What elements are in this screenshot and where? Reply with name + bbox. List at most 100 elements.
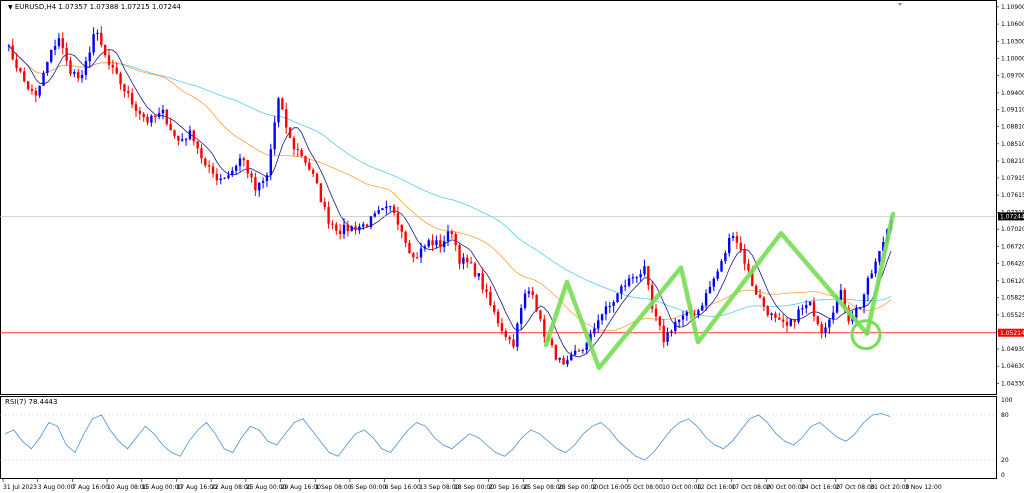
chart-shift-marker-icon[interactable] (898, 3, 902, 6)
candle-body (369, 216, 373, 227)
candle-body (292, 137, 296, 150)
time-tick-label: 31 Oct 20:00 (870, 484, 909, 491)
candle-body (762, 297, 766, 307)
rsi-pane-frame (0, 396, 997, 479)
candle-body (662, 325, 665, 342)
candle-body (527, 291, 531, 294)
candle-body (242, 158, 246, 161)
symbol-header: ▼ EURUSD,H4 1.07357 1.07388 1.07215 1.07… (8, 3, 181, 11)
candle-body (342, 224, 346, 235)
time-tick-label: 13 Sep 08:00 (419, 484, 459, 491)
rsi-line (4, 413, 891, 461)
candle-body (134, 104, 138, 111)
candle-body (523, 293, 527, 309)
candle-body (481, 273, 484, 290)
rsi-tick-label: 0 (1001, 472, 1005, 479)
candle-body (377, 210, 380, 214)
candle-body (504, 331, 507, 337)
candle-body (589, 333, 592, 344)
candle-body (419, 248, 423, 258)
candle-body (73, 72, 76, 74)
candle-body (816, 316, 820, 324)
candle-body (724, 253, 727, 262)
time-tick-label: 1 Sep 08:00 (315, 484, 351, 491)
candle-body (204, 158, 207, 166)
candle-body (400, 224, 403, 232)
time-tick-label: 8 Sep 16:00 (385, 484, 421, 491)
candle-body (812, 301, 816, 317)
candle-body (643, 266, 646, 275)
time-tick-label: 6 Sep 00:00 (350, 484, 386, 491)
candle-body (265, 175, 269, 182)
price-tick-label: 1.06720 (1001, 243, 1024, 250)
price-tick-label: 1.10600 (1001, 21, 1024, 28)
candle-body (404, 231, 407, 243)
candle-body (389, 206, 392, 208)
candle-body (624, 285, 627, 287)
rsi-tick-label: 100 (1001, 397, 1013, 404)
candle-body (350, 226, 353, 232)
candle-body (111, 64, 115, 68)
candle-body (219, 178, 222, 181)
candle-body (50, 49, 53, 62)
candle-body (458, 245, 461, 264)
candle-body (832, 312, 835, 320)
candle-body (454, 234, 457, 246)
candle-body (238, 158, 242, 166)
candle-body (754, 286, 758, 295)
candle-body (485, 289, 488, 292)
candle-body (581, 350, 585, 352)
candle-body (604, 306, 608, 315)
candle-body (535, 295, 538, 311)
candle-body (554, 345, 558, 360)
candle-body (828, 319, 831, 328)
candle-body (878, 251, 881, 262)
candle-body (701, 305, 704, 311)
candle-body (311, 169, 315, 174)
time-tick-label: 29 Aug 16:00 (281, 484, 322, 491)
candle-body (246, 160, 249, 174)
candle-body (215, 173, 219, 181)
candle-body (658, 316, 662, 326)
candle-body (539, 310, 542, 320)
candle-body (774, 313, 777, 318)
candle-body (801, 308, 804, 310)
candle-body (550, 339, 554, 346)
candle-body (597, 320, 600, 329)
candle-body (442, 241, 446, 248)
candle-body (496, 311, 500, 324)
candle-body (304, 155, 307, 163)
candle-body (288, 127, 292, 138)
candle-body (181, 139, 184, 141)
candle-body (362, 224, 365, 227)
candle-body (735, 236, 739, 243)
candle-body (261, 181, 265, 183)
candle-body (674, 322, 677, 332)
candle-body (231, 170, 234, 176)
symbol-dropdown-icon[interactable]: ▼ (8, 4, 13, 11)
time-tick-label: 10 Oct 00:00 (662, 484, 701, 491)
price-tick-label: 1.05525 (1001, 312, 1024, 319)
price-tick-label: 1.10000 (1001, 55, 1024, 62)
candle-body (142, 113, 145, 118)
time-tick-label: 7 Aug 16:00 (72, 484, 109, 491)
candle-body (57, 38, 61, 47)
candle-body (69, 60, 72, 74)
candle-body (716, 271, 719, 279)
candle-body (396, 212, 400, 225)
candle-body (96, 32, 99, 35)
time-tick-label: 24 Oct 16:00 (801, 484, 840, 491)
candle-body (712, 278, 715, 287)
candle-body (346, 224, 350, 232)
moving-average-medium (8, 45, 892, 332)
price-tick-label: 1.07020 (1001, 226, 1024, 233)
candle-body (327, 207, 330, 224)
annotation-zigzag (543, 230, 870, 371)
candle-body (870, 273, 873, 279)
price-tick-label: 1.10300 (1001, 38, 1024, 45)
candle-body (666, 332, 669, 342)
candle-body (323, 202, 326, 208)
candle-body (793, 319, 796, 322)
